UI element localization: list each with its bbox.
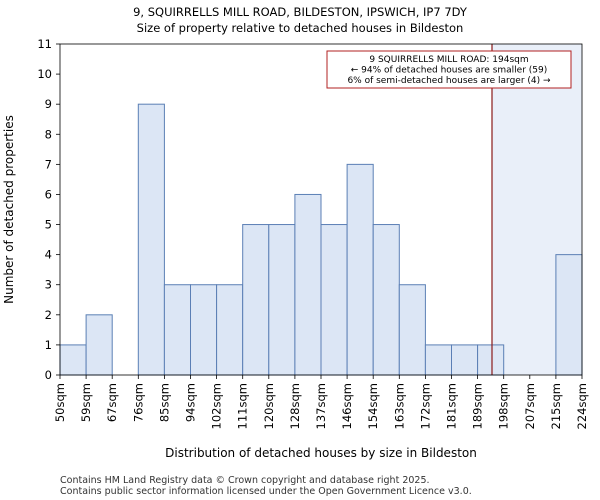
- x-tick-label: 59sqm: [79, 383, 93, 422]
- annotation-line: 6% of semi-detached houses are larger (4…: [347, 76, 551, 86]
- y-tick-label: 4: [45, 248, 52, 262]
- annotation-line: ← 94% of detached houses are smaller (59…: [351, 66, 548, 76]
- x-tick-label: 181sqm: [445, 383, 459, 429]
- x-tick-label: 172sqm: [418, 383, 432, 429]
- y-axis-label: Number of detached properties: [2, 115, 16, 304]
- x-tick-label: 120sqm: [262, 383, 276, 429]
- x-tick-label: 163sqm: [392, 383, 406, 429]
- y-axis: 0 1 2 3 4 5 6 7 8 9 10 11: [37, 37, 60, 382]
- bar: [320, 224, 348, 376]
- x-axis: 50sqm 59sqm 67sqm 76sqm 85sqm 94sqm 102sqm 111s…: [53, 375, 589, 429]
- bars: [59, 103, 583, 376]
- x-tick-label: 189sqm: [471, 383, 485, 429]
- y-tick-label: 7: [45, 157, 52, 171]
- bar: [163, 284, 191, 376]
- y-tick-label: 5: [45, 218, 52, 232]
- x-tick-label: 146sqm: [340, 383, 354, 429]
- footer-line: Contains HM Land Registry data © Crown c…: [60, 475, 430, 486]
- x-tick-label: 215sqm: [549, 383, 563, 429]
- annotation-line: 9 SQUIRRELLS MILL ROAD: 194sqm: [369, 55, 528, 65]
- chart-subtitle: Size of property relative to detached ho…: [137, 21, 464, 35]
- bar: [555, 254, 583, 376]
- y-tick-label: 8: [45, 127, 52, 141]
- bar: [216, 284, 244, 376]
- x-tick-label: 111sqm: [236, 383, 250, 429]
- bar: [372, 224, 400, 376]
- bar: [477, 344, 505, 376]
- y-tick-label: 0: [45, 368, 52, 382]
- y-tick-label: 11: [37, 37, 52, 51]
- bar: [268, 224, 296, 376]
- bar: [190, 284, 218, 376]
- x-tick-label: 102sqm: [210, 383, 224, 429]
- bar: [451, 344, 479, 376]
- bar: [424, 344, 452, 376]
- x-tick-label: 198sqm: [497, 383, 511, 429]
- x-axis-label: Distribution of detached houses by size …: [165, 446, 477, 460]
- x-tick-label: 128sqm: [288, 383, 302, 429]
- chart-title: 9, SQUIRRELLS MILL ROAD, BILDESTON, IPSW…: [133, 5, 468, 19]
- y-tick-label: 6: [45, 187, 52, 201]
- bar: [346, 163, 374, 376]
- x-tick-label: 50sqm: [53, 383, 67, 422]
- bar: [137, 103, 165, 376]
- y-tick-label: 9: [45, 97, 52, 111]
- x-tick-label: 154sqm: [366, 383, 380, 429]
- y-tick-label: 1: [45, 338, 52, 352]
- x-tick-label: 85sqm: [157, 383, 171, 422]
- y-tick-label: 2: [45, 308, 52, 322]
- bar: [59, 344, 87, 376]
- footer-line: Contains public sector information licen…: [60, 486, 472, 497]
- x-tick-label: 224sqm: [575, 383, 589, 429]
- x-tick-label: 94sqm: [184, 383, 198, 422]
- bar: [294, 193, 322, 376]
- y-tick-label: 10: [37, 67, 52, 81]
- bar: [242, 224, 270, 376]
- x-tick-label: 76sqm: [131, 383, 145, 422]
- annotation-border: [326, 50, 572, 89]
- bar: [398, 284, 426, 376]
- annotation-box: 9 SQUIRRELLS MILL ROAD: 194sqm ← 94% of …: [326, 50, 572, 89]
- bar: [85, 314, 113, 376]
- x-tick-label: 67sqm: [105, 383, 119, 422]
- x-tick-label: 137sqm: [314, 383, 328, 429]
- y-tick-label: 3: [45, 278, 52, 292]
- x-tick-label: 207sqm: [523, 383, 537, 429]
